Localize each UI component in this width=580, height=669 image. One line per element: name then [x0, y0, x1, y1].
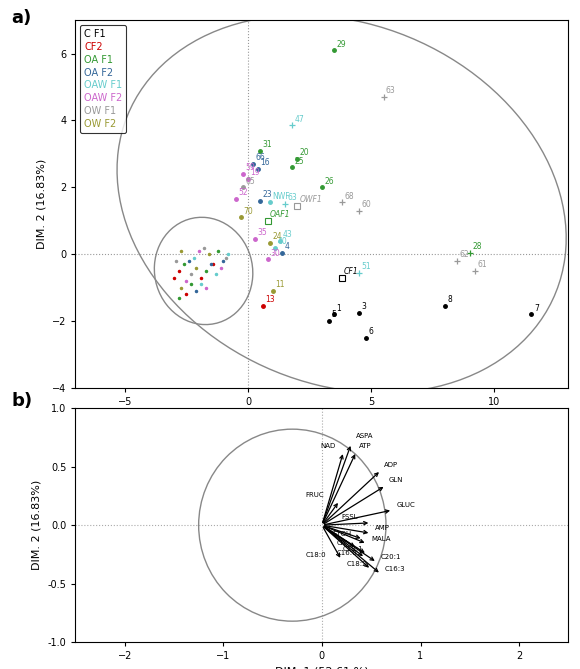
Text: 7: 7	[534, 304, 539, 313]
Text: ETOH: ETOH	[332, 531, 351, 537]
Text: C18:0: C18:0	[305, 552, 326, 558]
Text: 65: 65	[245, 177, 255, 186]
Text: 52: 52	[238, 189, 248, 197]
X-axis label: DIM. 1 (52.61 %): DIM. 1 (52.61 %)	[275, 667, 369, 669]
Text: ASPA: ASPA	[356, 433, 374, 439]
Text: 68: 68	[344, 192, 354, 201]
Text: 51: 51	[361, 262, 371, 271]
Text: 5: 5	[332, 310, 336, 320]
Text: b): b)	[12, 391, 32, 409]
Text: 19: 19	[251, 169, 260, 177]
Text: FRUC: FRUC	[305, 492, 324, 498]
Text: 60: 60	[361, 200, 371, 209]
Text: GLN: GLN	[389, 477, 404, 483]
Text: 28: 28	[472, 242, 482, 251]
Text: a): a)	[12, 9, 31, 27]
Text: 59: 59	[245, 163, 255, 173]
Text: 63: 63	[386, 86, 396, 95]
X-axis label: DIM. 1 (52.61%): DIM. 1 (52.61%)	[277, 413, 367, 423]
Text: NWF: NWF	[273, 192, 290, 201]
Text: FSSL: FSSL	[341, 514, 357, 520]
Text: C16:0: C16:0	[337, 550, 357, 555]
Text: 63: 63	[288, 193, 297, 202]
Text: 61: 61	[477, 260, 487, 270]
Text: OWF1: OWF1	[300, 195, 322, 204]
Text: 6: 6	[369, 327, 374, 336]
Text: 40: 40	[278, 237, 287, 246]
Text: C18:1: C18:1	[343, 546, 363, 552]
Text: GLUC: GLUC	[397, 502, 416, 508]
Text: ADP: ADP	[384, 462, 398, 468]
Text: 23: 23	[263, 190, 273, 199]
Text: NAD: NAD	[321, 443, 336, 449]
Text: 29: 29	[337, 39, 346, 49]
Text: 26: 26	[324, 177, 334, 186]
Text: 43: 43	[282, 230, 292, 240]
Text: 70: 70	[243, 207, 253, 215]
Text: 24: 24	[273, 232, 282, 241]
Text: 25: 25	[295, 157, 304, 166]
Text: 8: 8	[448, 296, 452, 304]
Text: 3: 3	[361, 302, 366, 311]
Text: 47: 47	[295, 115, 304, 124]
Text: 20: 20	[300, 149, 309, 157]
Text: CF1: CF1	[344, 267, 358, 276]
Text: C16:3: C16:3	[385, 566, 405, 572]
Text: C18:2: C18:2	[347, 561, 367, 567]
Legend: C F1, CF2, OA F1, OA F2, OAW F1, OAW F2, OW F1, OW F2: C F1, CF2, OA F1, OA F2, OAW F1, OAW F2,…	[80, 25, 126, 133]
Text: ATP: ATP	[360, 443, 372, 449]
Text: MALA: MALA	[371, 536, 391, 542]
Text: 62: 62	[460, 250, 470, 259]
Text: 66: 66	[255, 153, 265, 163]
Text: CIT: CIT	[336, 541, 347, 546]
Text: 16: 16	[260, 159, 270, 167]
Y-axis label: DIM. 2 (16.83%): DIM. 2 (16.83%)	[37, 159, 46, 249]
Text: 4: 4	[285, 242, 290, 251]
Text: AMP: AMP	[375, 525, 390, 531]
Text: C20:1: C20:1	[381, 555, 401, 561]
Text: OAF1: OAF1	[270, 210, 291, 219]
Text: 11: 11	[275, 280, 285, 289]
Text: 1: 1	[337, 304, 342, 313]
Text: 35: 35	[258, 229, 267, 237]
Text: 13: 13	[265, 296, 275, 304]
Y-axis label: DIM. 2 (16.83%): DIM. 2 (16.83%)	[32, 480, 42, 570]
Text: 30: 30	[270, 249, 280, 258]
Text: 31: 31	[263, 140, 273, 149]
